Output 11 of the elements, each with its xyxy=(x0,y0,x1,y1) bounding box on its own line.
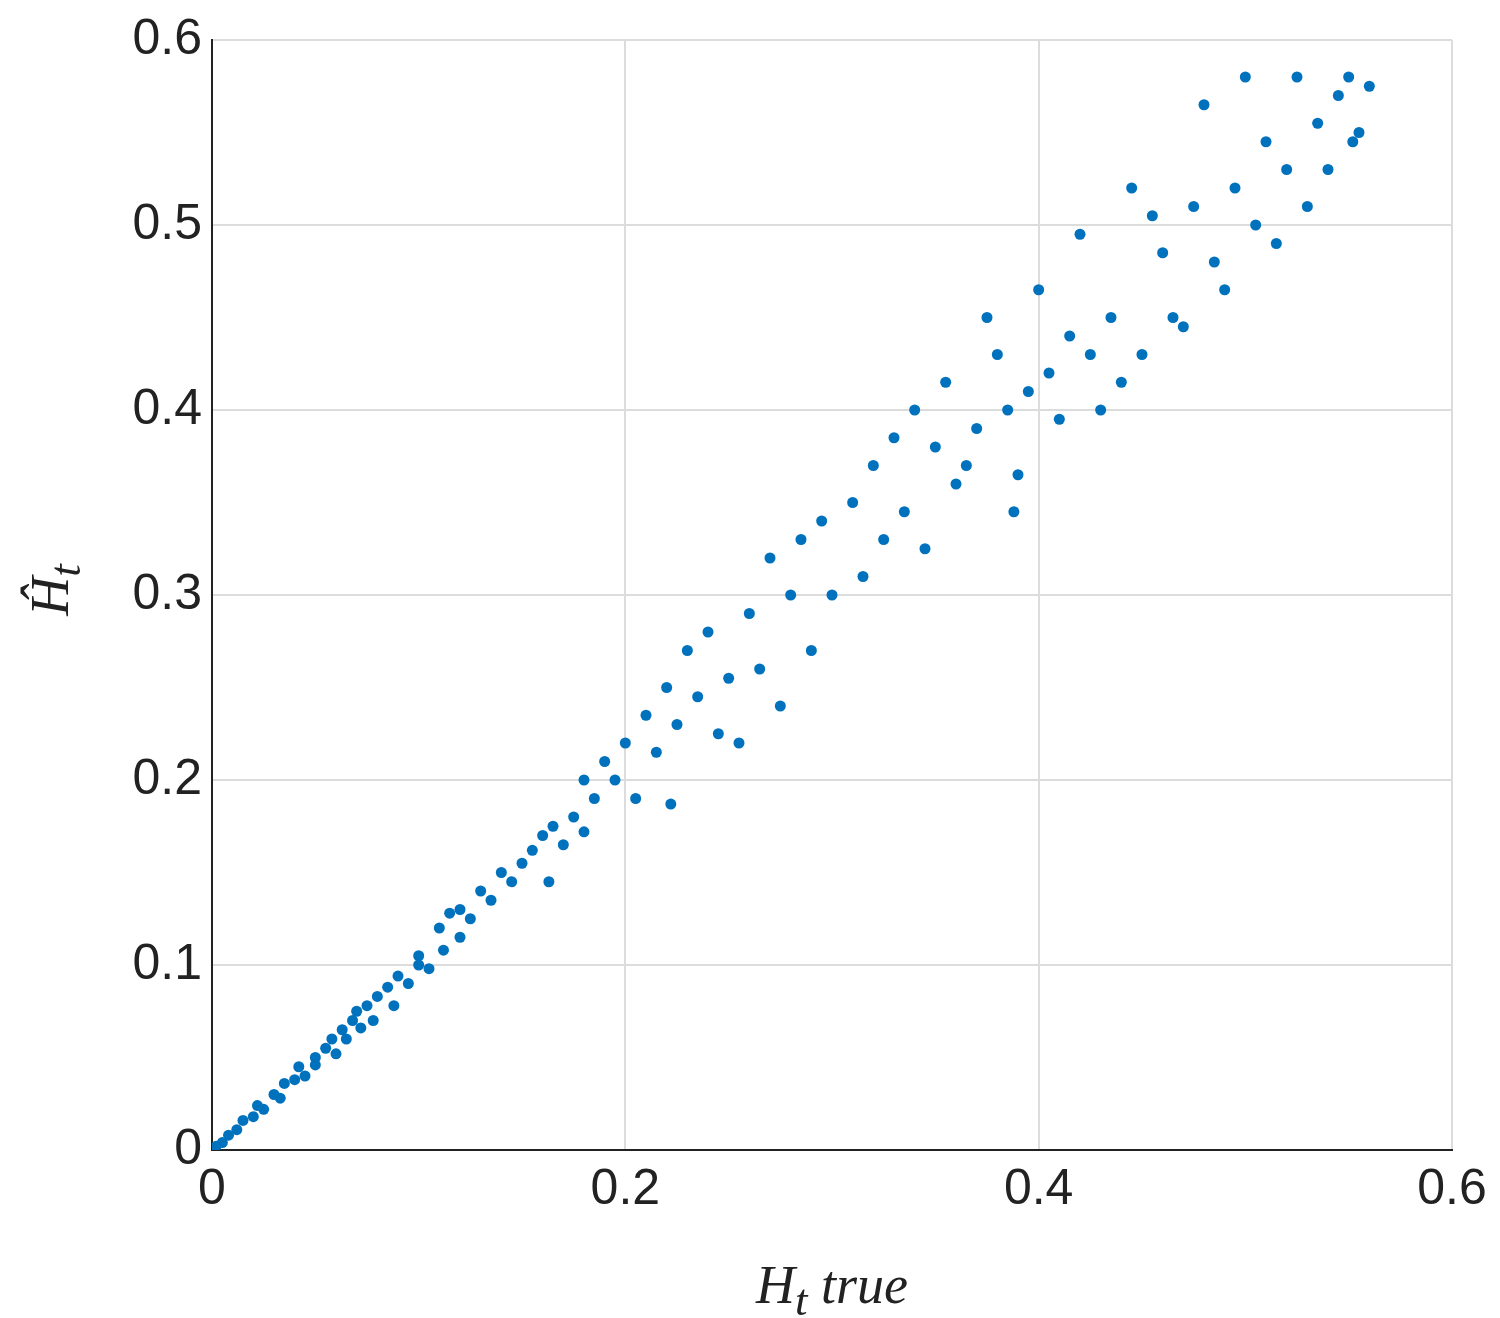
y-tick-label: 0.4 xyxy=(132,378,202,435)
y-tick-label: 0 xyxy=(174,1118,202,1175)
y-tick-label: 0.6 xyxy=(132,8,202,65)
y-tick-label: 0.1 xyxy=(132,933,202,990)
y-tick-label: 0.2 xyxy=(132,748,202,805)
y-tick-label: 0.3 xyxy=(132,563,202,620)
x-tick-label: 0.4 xyxy=(1003,1158,1074,1215)
x-tick-label: 0.6 xyxy=(1417,1158,1487,1215)
x-axis-title: H$_{t}$ true xyxy=(755,1254,909,1318)
x-tick-label: 0.2 xyxy=(590,1158,661,1215)
y-tick-label: 0.5 xyxy=(132,193,202,250)
